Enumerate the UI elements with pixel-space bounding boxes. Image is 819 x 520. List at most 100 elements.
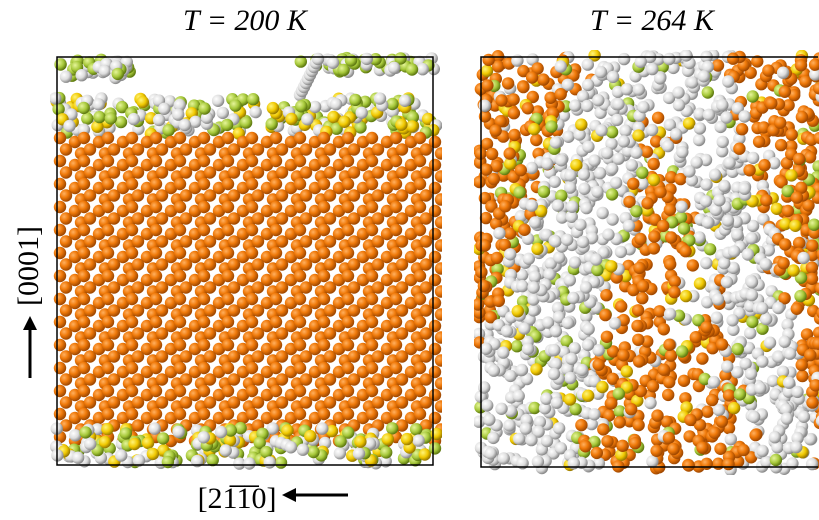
atom (120, 427, 132, 439)
atom (372, 143, 384, 155)
atom (493, 227, 505, 239)
atom (722, 75, 734, 87)
atom (366, 201, 378, 213)
atom (795, 59, 807, 71)
atom (324, 327, 336, 339)
atom (334, 447, 346, 459)
atom (84, 235, 96, 247)
atom (84, 438, 96, 450)
atom (537, 73, 549, 85)
atom (590, 253, 602, 265)
atom (222, 132, 234, 144)
atom (318, 293, 330, 305)
atom (414, 339, 426, 351)
atom (54, 408, 66, 420)
atom (252, 212, 264, 224)
atom (420, 281, 432, 293)
atom (435, 216, 447, 228)
atom (246, 132, 258, 144)
atom (342, 385, 354, 397)
atom (478, 280, 490, 292)
atom (220, 444, 232, 456)
atom (731, 228, 743, 240)
atom (686, 76, 698, 88)
atom (158, 103, 170, 115)
atom (102, 385, 114, 397)
atom (222, 339, 234, 351)
atom (744, 327, 756, 339)
atom (78, 102, 90, 114)
atom (420, 235, 432, 247)
atom (180, 235, 192, 247)
atom (716, 99, 728, 111)
atom (578, 168, 590, 180)
atom (520, 422, 532, 434)
atom (582, 58, 594, 70)
atom (84, 350, 96, 362)
atom (591, 264, 603, 276)
atom (396, 350, 408, 362)
atom (555, 88, 567, 100)
atom (664, 204, 676, 216)
atom (105, 112, 117, 124)
atom (582, 323, 594, 335)
atom (294, 408, 306, 420)
atom (625, 403, 637, 415)
arrow-head (23, 316, 37, 330)
atom (562, 131, 574, 143)
atom (150, 385, 162, 397)
atom (478, 381, 490, 393)
atom (246, 155, 258, 167)
atom (221, 119, 233, 131)
atom (606, 126, 618, 138)
atom (775, 139, 787, 151)
atom (531, 243, 543, 255)
atom (354, 436, 366, 448)
atom (569, 256, 581, 268)
atom (390, 385, 402, 397)
atom (806, 458, 818, 470)
atom (294, 293, 306, 305)
atom (414, 247, 426, 259)
atom (577, 236, 589, 248)
atom (512, 305, 524, 317)
atom (228, 189, 240, 201)
atom (756, 445, 768, 457)
atom (580, 202, 592, 214)
atom (247, 93, 259, 105)
atom (330, 98, 342, 110)
atom (204, 396, 216, 408)
atom (575, 419, 587, 431)
atom (804, 349, 816, 361)
atom (300, 212, 312, 224)
atom (99, 436, 111, 448)
atom (717, 136, 729, 148)
atom (78, 408, 90, 420)
atom (132, 143, 144, 155)
atom (526, 162, 538, 174)
atom (180, 189, 192, 201)
atom (726, 314, 738, 326)
atom (760, 194, 772, 206)
atom (270, 385, 282, 397)
atom (806, 261, 818, 273)
atom (548, 344, 560, 356)
atom (739, 183, 751, 195)
atom (162, 456, 174, 468)
atom (204, 143, 216, 155)
atom (574, 219, 586, 231)
atom (222, 362, 234, 374)
atom (648, 242, 660, 254)
atom (204, 258, 216, 270)
atom (665, 231, 677, 243)
atom (228, 281, 240, 293)
atom (481, 399, 493, 411)
atom (312, 53, 324, 65)
atom (243, 457, 255, 469)
atom (380, 446, 392, 458)
atom (548, 368, 560, 380)
atom (722, 214, 734, 226)
atom (342, 201, 354, 213)
atom (541, 158, 553, 170)
atom (745, 368, 757, 380)
